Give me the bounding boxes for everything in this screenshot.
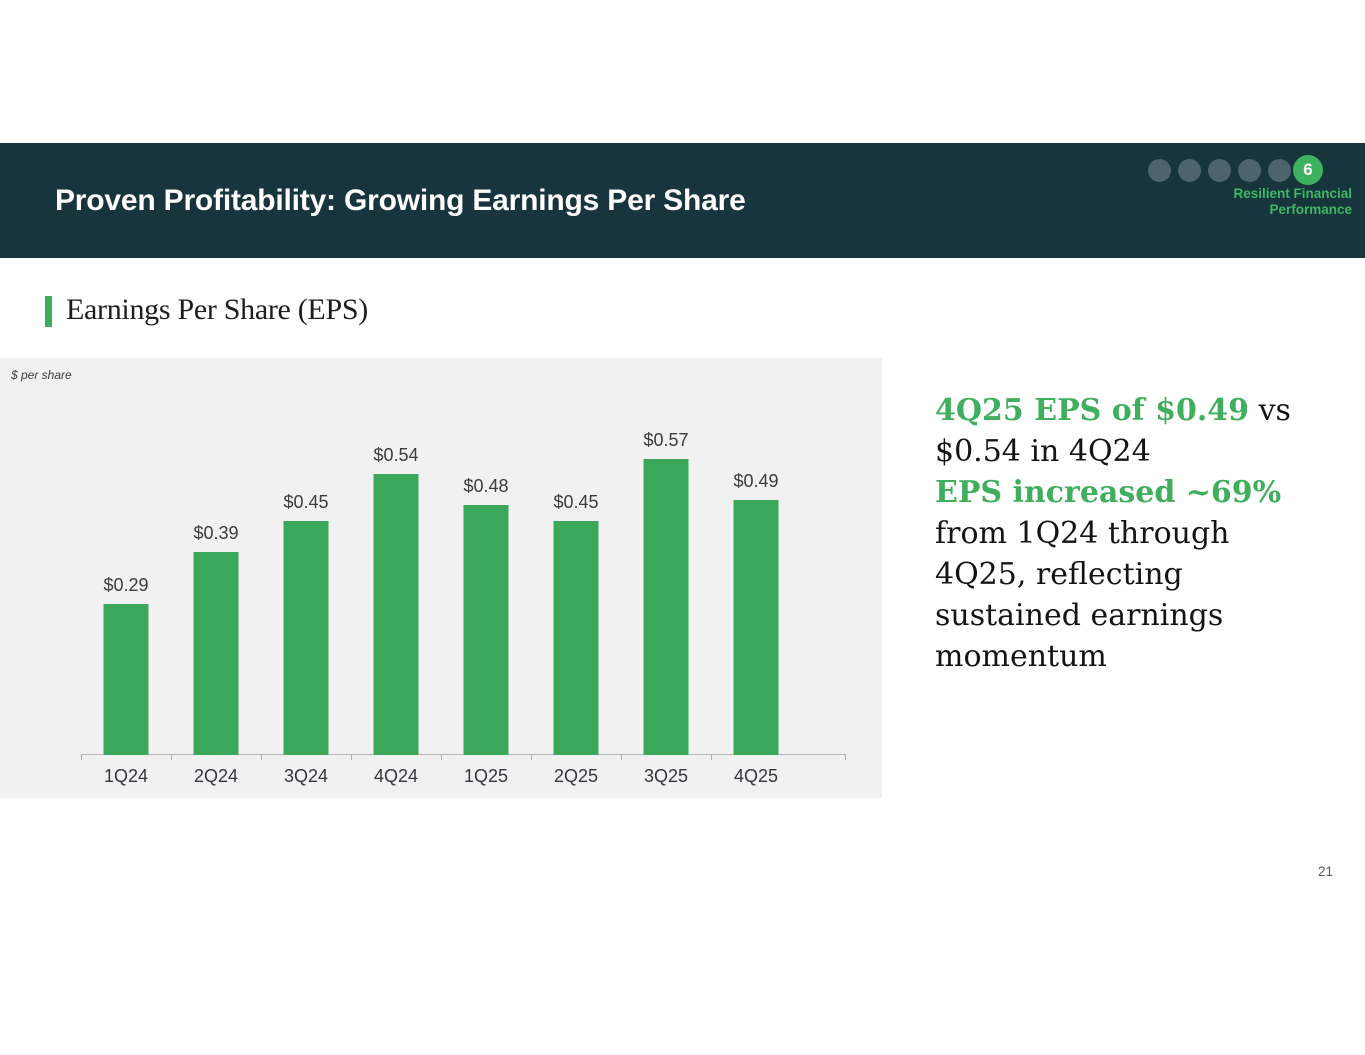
bar-value-label: $0.39 (193, 523, 239, 543)
commentary-rest-2: from 1Q24 through 4Q25, reflecting susta… (935, 516, 1230, 674)
x-axis-label: 3Q24 (283, 766, 329, 786)
bar-column: $0.48 (441, 476, 531, 755)
section-accent-bar (45, 296, 52, 327)
axis-tick (621, 755, 622, 760)
x-axis-label: 2Q25 (553, 766, 599, 786)
section-heading: Earnings Per Share (EPS) (45, 292, 368, 328)
x-axis-label: 1Q25 (463, 766, 509, 786)
page-number: 21 (1318, 864, 1334, 879)
bar-1Q24 (103, 604, 149, 755)
axis-tick (261, 755, 262, 760)
x-axis-label: 2Q24 (193, 766, 239, 786)
section-heading-label: Earnings Per Share (EPS) (66, 293, 368, 326)
bar-value-label: $0.57 (643, 430, 689, 450)
commentary-paragraph-2: EPS increased ~69% from 1Q24 through 4Q2… (935, 472, 1317, 677)
bar-4Q25 (733, 500, 779, 755)
bar-value-label: $0.45 (553, 492, 599, 512)
axis-tick (171, 755, 172, 760)
commentary-block: 4Q25 EPS of $0.49 vs $0.54 in 4Q24 EPS i… (935, 390, 1317, 677)
progress-dot (1268, 159, 1291, 182)
bar-value-label: $0.45 (283, 492, 329, 512)
bar-column: $0.29 (81, 575, 171, 755)
x-axis-label: 4Q25 (733, 766, 779, 786)
progress-dot (1148, 159, 1171, 182)
bar-value-label: $0.54 (373, 445, 419, 465)
bar-3Q25 (643, 459, 689, 755)
axis-tick (711, 755, 712, 760)
bar-column: $0.57 (621, 430, 711, 755)
axis-tick (845, 755, 846, 760)
commentary-paragraph-1: 4Q25 EPS of $0.49 vs $0.54 in 4Q24 (935, 390, 1317, 472)
x-axis-label: 1Q24 (103, 766, 149, 786)
title-band: Proven Profitability: Growing Earnings P… (0, 143, 1365, 258)
bar-column: $0.39 (171, 523, 261, 755)
bar-column: $0.45 (261, 492, 351, 755)
eps-bar-chart: $ per share $0.29 1Q24 $0.39 2Q24 $0.45 3Q24 $… (0, 358, 882, 798)
progress-caption: Resilient Financial Performance (1233, 186, 1352, 218)
x-axis-label: 3Q25 (643, 766, 689, 786)
bar-value-label: $0.29 (103, 575, 149, 595)
commentary-rest-1: vs $0.54 in 4Q24 (935, 393, 1291, 469)
bar-column: $0.54 (351, 445, 441, 755)
bar-value-label: $0.48 (463, 476, 509, 496)
axis-tick (81, 755, 82, 760)
progress-caption-line1: Resilient Financial (1233, 186, 1352, 201)
axis-tick (441, 755, 442, 760)
x-axis-label: 4Q24 (373, 766, 419, 786)
bar-2Q24 (193, 552, 239, 755)
bar-column: $0.45 (531, 492, 621, 755)
progress-dot (1238, 159, 1261, 182)
bar-4Q24 (373, 474, 419, 755)
progress-active-dot: 6 (1293, 155, 1323, 185)
progress-caption-line2: Performance (1269, 202, 1352, 217)
bar-3Q24 (283, 521, 329, 755)
slide-title: Proven Profitability: Growing Earnings P… (55, 183, 746, 217)
bar-value-label: $0.49 (733, 471, 779, 491)
axis-tick (351, 755, 352, 760)
commentary-highlight-1: 4Q25 EPS of $0.49 (935, 393, 1250, 428)
chart-unit-label: $ per share (11, 368, 72, 382)
bar-2Q25 (553, 521, 599, 755)
progress-dot (1178, 159, 1201, 182)
commentary-highlight-2: EPS increased ~69% (935, 475, 1282, 510)
bar-column: $0.49 (711, 471, 801, 755)
axis-tick (531, 755, 532, 760)
bar-1Q25 (463, 505, 509, 755)
progress-dot (1208, 159, 1231, 182)
